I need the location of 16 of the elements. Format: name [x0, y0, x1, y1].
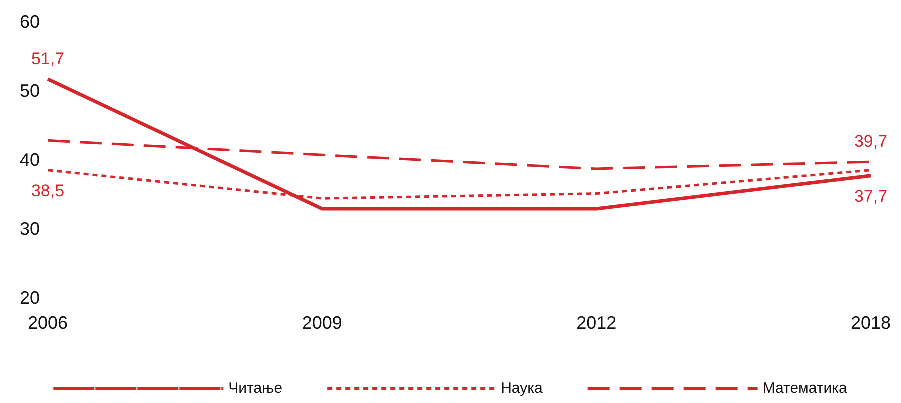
y-tick-label: 20: [20, 288, 40, 308]
data-label: 51,7: [31, 49, 65, 68]
x-tick-label: 2012: [576, 313, 617, 333]
legend-label: Наука: [501, 380, 544, 397]
y-tick-label: 40: [20, 150, 40, 170]
legend-label: Математика: [762, 380, 848, 397]
data-label: 39,7: [854, 132, 888, 152]
data-label: 37,7: [854, 186, 888, 206]
x-tick-label: 2018: [850, 313, 892, 333]
legend-label: Читање: [228, 380, 283, 397]
y-tick-label: 60: [20, 12, 40, 32]
y-tick-label: 50: [20, 81, 40, 101]
y-tick-label: 30: [20, 219, 40, 239]
x-tick-label: 2006: [28, 313, 68, 333]
data-label: 38,5: [31, 181, 65, 200]
x-tick-label: 2009: [302, 313, 342, 333]
